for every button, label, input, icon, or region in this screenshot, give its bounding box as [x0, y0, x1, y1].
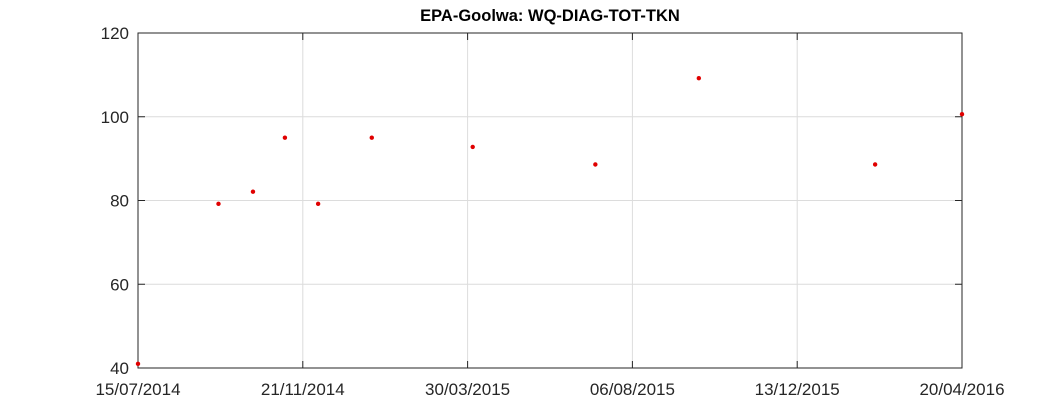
- y-tick-label: 80: [110, 192, 129, 211]
- data-point: [282, 135, 288, 140]
- data-point: [470, 144, 475, 150]
- data-point: [872, 162, 878, 167]
- data-point: [315, 201, 321, 207]
- data-point: [369, 135, 374, 140]
- axes: 15/07/2014 21/11/2014 30/03/2015 06/08/2015…: [95, 24, 1004, 399]
- data-point: [135, 361, 141, 367]
- y-tick-label: 40: [110, 359, 129, 378]
- x-tick-label: 06/08/2015: [590, 380, 675, 399]
- y-tick-label: 100: [101, 108, 129, 127]
- x-tick-label: 20/04/2016: [919, 380, 1004, 399]
- x-tick-label: 21/11/2014: [261, 380, 345, 399]
- data-points: [135, 76, 965, 367]
- data-point: [250, 189, 256, 194]
- data-point: [593, 162, 598, 167]
- x-tick-label: 30/03/2015: [425, 380, 510, 399]
- x-tick-label: 13/12/2015: [755, 380, 840, 399]
- data-point: [216, 201, 221, 207]
- grid: [137, 32, 963, 369]
- x-tick-label: 15/07/2014: [95, 380, 180, 399]
- data-point: [959, 112, 965, 117]
- y-tick-label: 60: [110, 275, 129, 294]
- y-tick-label: 120: [101, 24, 129, 43]
- data-point: [696, 76, 702, 81]
- chart-title: EPA-Goolwa: WQ-DIAG-TOT-TKN: [420, 7, 680, 25]
